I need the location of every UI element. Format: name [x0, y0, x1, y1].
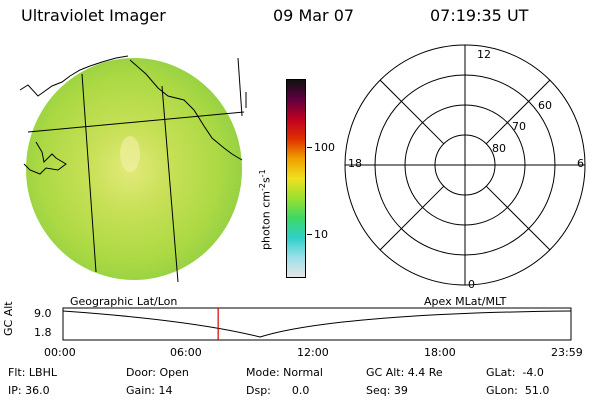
altitude-strip-chart: [62, 307, 572, 341]
door-status: Door: Open: [126, 366, 189, 379]
altitude-curve: [62, 310, 572, 338]
strip-xtick-label: 18:00: [424, 346, 456, 359]
polar-plot: [344, 44, 586, 286]
uv-image-panel: [19, 55, 247, 283]
grid-line-lon2: [161, 85, 179, 283]
polar-lat-label: 80: [492, 142, 506, 155]
gain-status: Gain: 14: [126, 384, 173, 397]
polar-mlt-label: 0: [468, 278, 475, 291]
instrument-title: Ultraviolet Imager: [21, 6, 166, 25]
strip-frame: [62, 307, 572, 341]
grid-line-lat: [27, 111, 245, 133]
glon-status: GLon: 51.0: [486, 384, 550, 397]
polar-lat-label: 60: [538, 99, 552, 112]
strip-xtick-label: 23:59: [551, 346, 583, 359]
bright-spot: [120, 136, 140, 172]
strip-ytick-label: 9.0: [34, 307, 52, 320]
time-label: 07:19:35 UT: [430, 6, 529, 25]
grid-line-edge: [237, 57, 243, 117]
strip-xtick-label: 00:00: [44, 346, 76, 359]
polar-spoke: [379, 185, 445, 251]
coastline-north: [19, 55, 129, 97]
polar-spoke: [485, 79, 551, 145]
dsp-status: Dsp: 0.0: [246, 384, 310, 397]
strip-ytick-label: 1.8: [34, 326, 52, 339]
coastline-west: [23, 141, 67, 175]
colorbar-tick-10: [307, 234, 312, 235]
strip-ylabel: GC Alt: [2, 301, 15, 336]
strip-xtick-label: 12:00: [297, 346, 329, 359]
colorbar-tick-label: 100: [314, 141, 335, 154]
date-label: 09 Mar 07: [273, 6, 355, 25]
coastline-east: [129, 59, 243, 161]
glat-status: GLat: -4.0: [486, 366, 544, 379]
colorbar: [286, 79, 306, 278]
polar-spoke: [485, 185, 551, 251]
geographic-caption: Geographic Lat/Lon: [70, 295, 178, 308]
seq-status: Seq: 39: [366, 384, 408, 397]
polar-lat-label: 70: [512, 120, 526, 133]
gcalt-status: GC Alt: 4.4 Re: [366, 366, 443, 379]
grid-line-lon1: [81, 73, 97, 273]
strip-xtick-label: 06:00: [170, 346, 202, 359]
polar-mlt-label: 12: [477, 48, 491, 61]
colorbar-unit-label: photon cm-2s-1: [258, 169, 273, 250]
filter-status: Flt: LBHL: [8, 366, 57, 379]
colorbar-tick-label: 10: [314, 228, 328, 241]
ip-status: IP: 36.0: [8, 384, 50, 397]
polar-spoke: [379, 79, 445, 145]
polar-mlt-label: 18: [348, 157, 362, 170]
apex-caption: Apex MLat/MLT: [424, 295, 507, 308]
polar-mlt-label: 6: [577, 157, 584, 170]
colorbar-tick-100: [307, 147, 312, 148]
mode-status: Mode: Normal: [246, 366, 323, 379]
